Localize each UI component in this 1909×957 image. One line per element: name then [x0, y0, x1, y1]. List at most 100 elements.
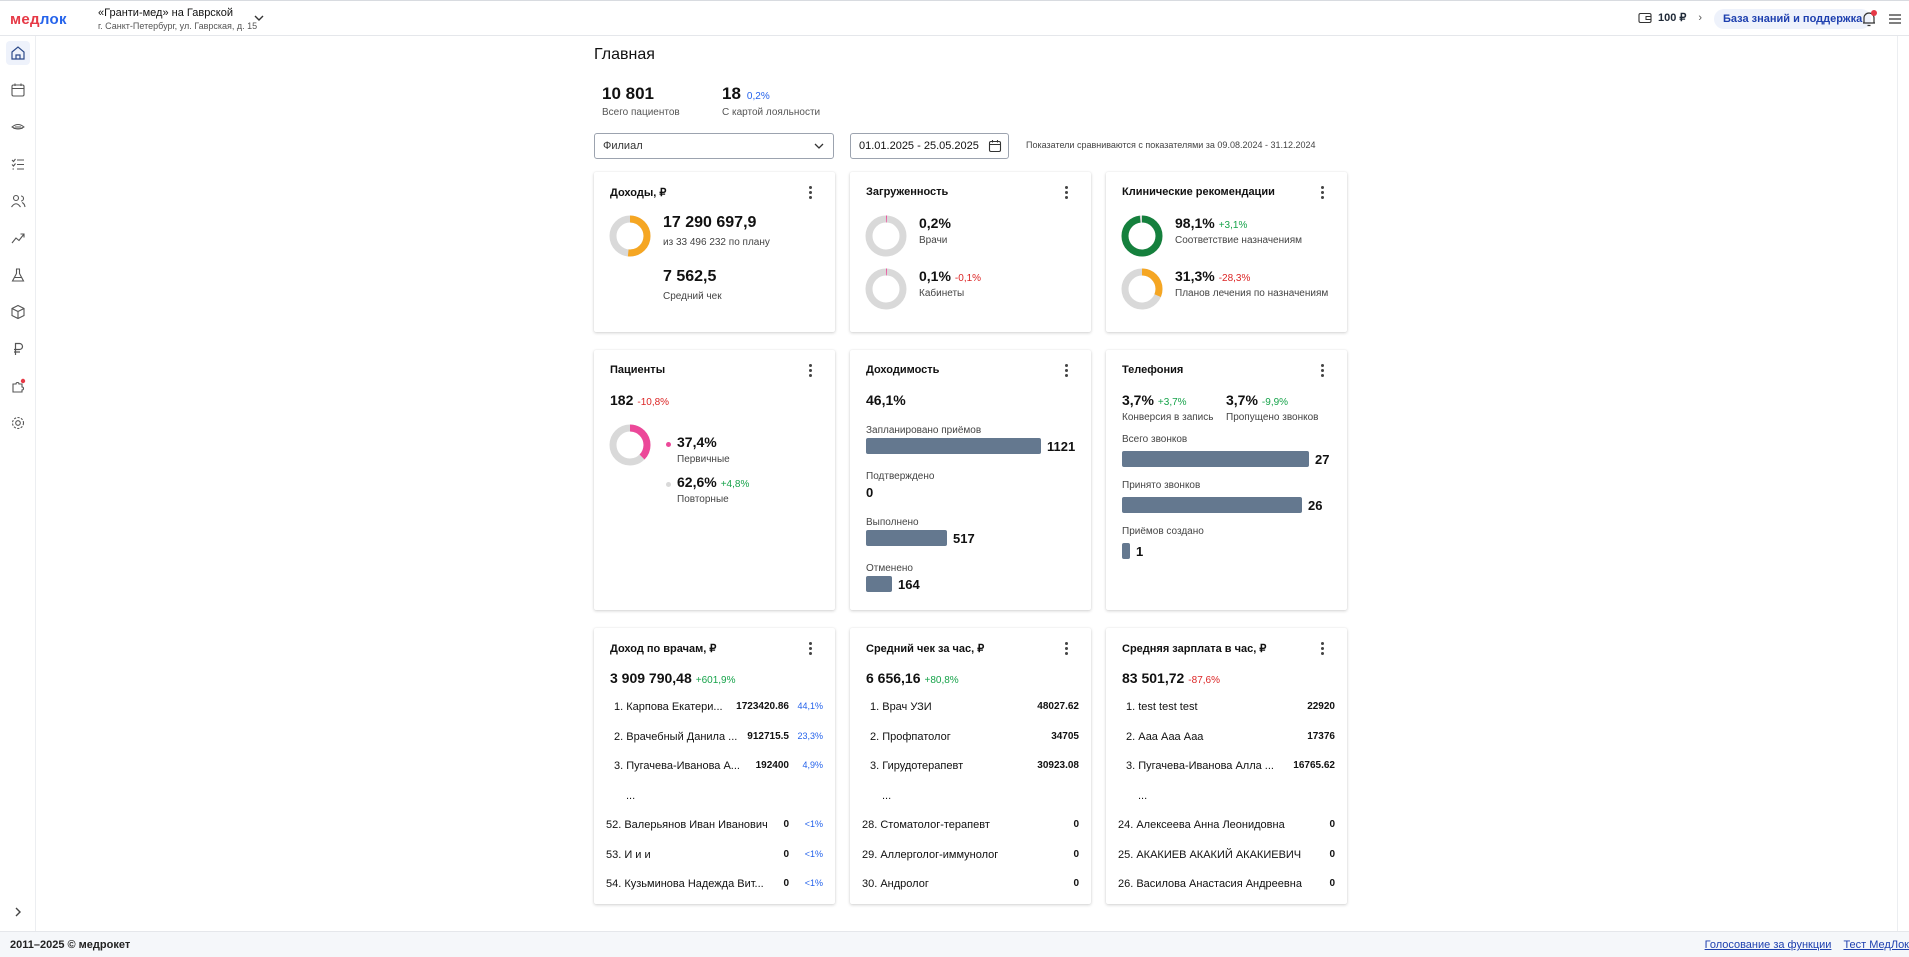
sidebar-item-tasks[interactable]: [6, 152, 30, 176]
list-item-value: 34705: [1051, 730, 1079, 742]
list-item-name: 2. Профпатолог: [870, 730, 951, 743]
sidebar-item-settings[interactable]: [6, 411, 30, 435]
list-item-name: 30. Андролог: [862, 878, 929, 890]
sidebar-item-patients[interactable]: [6, 189, 30, 213]
bar-value: 517: [953, 531, 975, 546]
ring-segment: [1121, 268, 1163, 310]
sidebar-item-analytics[interactable]: [6, 226, 30, 250]
page-title: Главная: [594, 46, 655, 63]
list-item-value: 192400: [755, 760, 789, 771]
flask-icon: [11, 268, 25, 282]
list-item-share: <1%: [804, 878, 823, 888]
ring-segment: [1121, 215, 1163, 257]
list-item-value: 0: [1073, 848, 1079, 860]
wallet-icon: [1638, 12, 1652, 23]
kebab-menu-icon[interactable]: [1321, 186, 1325, 200]
bar: [1122, 451, 1309, 467]
feature-vote-link[interactable]: Голосование за функции: [1704, 939, 1832, 951]
bar-label: Принято звонков: [1122, 480, 1201, 491]
kebab-menu-icon[interactable]: [1065, 642, 1069, 656]
sidebar-item-lab[interactable]: [6, 263, 30, 287]
load-doctors-value: 0,2%: [919, 215, 951, 231]
list-item-name: ...: [882, 789, 892, 802]
list-item: 2. Ааа Ааа Ааа 17376: [1118, 731, 1335, 745]
sidebar-item-home[interactable]: [6, 41, 30, 65]
knowledge-base-button[interactable]: База знаний и поддержка: [1714, 9, 1872, 29]
kebab-menu-icon[interactable]: [809, 186, 813, 200]
card-patients: Пациенты 182 -10,8% 37,4% Первичные 62,6%…: [594, 350, 835, 610]
list-item: 24. Алексеева Анна Леонидовна 0: [1118, 819, 1335, 833]
test-link[interactable]: Тест МедЛок: [1843, 939, 1909, 951]
list-item-name: ...: [626, 789, 636, 802]
list-item: 28. Стоматолог-терапевт 0: [862, 819, 1079, 833]
patients-repeat-value: 62,6% +4,8%: [677, 474, 750, 490]
balance[interactable]: 100 ₽ ›: [1638, 11, 1702, 24]
list-item-name: 26. Василова Анастасия Андреевна: [1118, 878, 1302, 890]
chevron-down-icon: [814, 143, 824, 149]
list-item: 3. Гирудотерапевт 30923.08: [862, 760, 1079, 774]
footer: 2011–2025 © медрокет Голосование за функ…: [0, 931, 1909, 957]
list-item-name: 3. Гирудотерапевт: [870, 760, 964, 772]
sidebar-item-finance[interactable]: [6, 337, 30, 361]
kebab-menu-icon[interactable]: [1321, 364, 1325, 378]
list-item-value: 0: [1073, 878, 1079, 889]
card-title: Доходы, ₽: [610, 187, 667, 199]
bar-label: Запланировано приёмов: [866, 425, 982, 436]
list-item: 3. Пугачева-Иванова А... 192400 4,9%: [606, 760, 823, 774]
card-doctors-income: Доход по врачам, ₽ 3 909 790,48 +601,9% 1…: [594, 628, 835, 904]
date-range-input[interactable]: 01.01.2025 - 25.05.2025: [850, 133, 1009, 159]
sidebar-expand-icon[interactable]: [8, 902, 28, 922]
patients-primary-value: 37,4%: [677, 434, 717, 450]
clinic-selector[interactable]: «Гранти-мед» на Гаврской г. Санкт-Петерб…: [98, 7, 257, 31]
kebab-menu-icon[interactable]: [809, 642, 813, 656]
list-item-value: 0: [1329, 848, 1335, 860]
bar-value: 0: [866, 485, 874, 500]
list-item-share: 44,1%: [797, 701, 823, 711]
sidebar-item-warehouse[interactable]: [6, 300, 30, 324]
patients-primary-label: Первичные: [677, 454, 730, 465]
puzzle-icon: [12, 378, 26, 393]
kebab-menu-icon[interactable]: [1321, 642, 1325, 656]
analytics-icon: [11, 233, 25, 244]
list-item-value: 1723420.86: [736, 701, 789, 712]
sidebar-item-integrations[interactable]: [6, 374, 30, 398]
patients-ring: [609, 424, 651, 466]
profit-value: 46,1%: [866, 392, 906, 408]
kebab-menu-icon[interactable]: [1065, 186, 1069, 200]
list-item-value: 48027.62: [1037, 701, 1079, 712]
sidebar-item-dental[interactable]: [6, 115, 30, 139]
list-item: 52. Валерьянов Иван Иванович 0 <1%: [606, 819, 823, 833]
list-item-share: 23,3%: [797, 730, 823, 741]
app-logo[interactable]: медлок: [10, 11, 67, 28]
clinic-address: г. Санкт-Петербург, ул. Гаврская, д. 15: [98, 21, 258, 31]
list-item: 54. Кузьминова Надежда Вит... 0 <1%: [606, 878, 823, 892]
list-item: ...: [606, 790, 823, 804]
clinical-plans-ring: [1121, 268, 1163, 310]
card-telephony: Телефония 3,7% +3,7% Конверсия в запись 3…: [1106, 350, 1347, 610]
load-rooms-label: Кабинеты: [919, 288, 965, 299]
kebab-menu-icon[interactable]: [809, 364, 813, 378]
card-avg-check: Средний чек за час, ₽ 6 656,16 +80,8% 1. …: [850, 628, 1091, 904]
bell-icon[interactable]: [1860, 10, 1878, 28]
balance-value: 100 ₽: [1658, 12, 1687, 24]
load-doctors-label: Врачи: [919, 235, 948, 246]
sidebar-item-calendar[interactable]: [6, 78, 30, 102]
list-item-name: 24. Алексеева Анна Леонидовна: [1118, 819, 1285, 831]
bar-label: Приёмов создано: [1122, 526, 1204, 537]
menu-icon[interactable]: [1888, 12, 1902, 26]
list-item-name: 2. Ааа Ааа Ааа: [1126, 730, 1204, 743]
list-item-value: 912715.5: [747, 730, 789, 742]
kebab-menu-icon[interactable]: [1065, 364, 1069, 378]
list-item-value: 0: [1329, 819, 1335, 830]
branch-select[interactable]: Филиал: [594, 133, 834, 159]
card-profitability: Доходимость 46,1% Запланировано приёмов 1…: [850, 350, 1091, 610]
list-item-name: 53. И и и: [606, 848, 651, 861]
ring-segment: [865, 215, 907, 257]
stat-total-patients: 10 801 Всего пациентов: [602, 84, 680, 118]
card-title: Клинические рекомендации: [1122, 186, 1275, 198]
repeat-dot: [666, 482, 671, 487]
list-item-name: 1. test test test: [1126, 701, 1198, 713]
scrollbar[interactable]: [1897, 36, 1909, 931]
chevron-down-icon[interactable]: [252, 11, 266, 25]
bar-value: 1121: [1047, 439, 1076, 454]
